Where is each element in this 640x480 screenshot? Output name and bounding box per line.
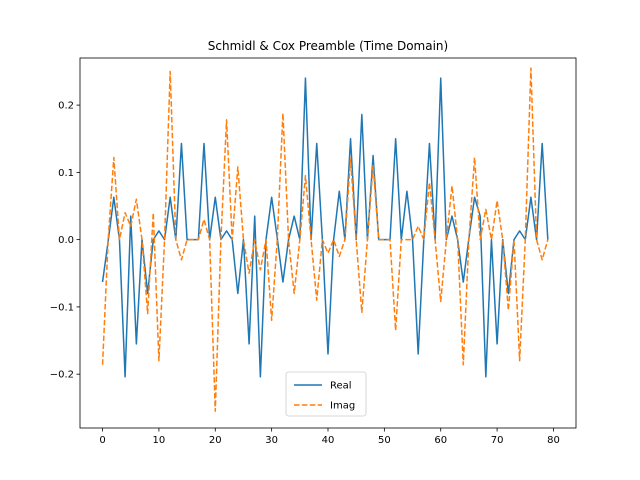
x-tick-label: 60 [434,435,447,446]
x-tick-label: 80 [547,435,560,446]
y-tick-label: −0.2 [50,370,74,381]
y-tick-label: −0.1 [50,302,74,313]
plot-frame [79,57,577,429]
x-tick-label: 70 [491,435,504,446]
x-tick-label: 0 [99,435,105,446]
series-line-real [101,77,549,378]
series-layer [101,67,549,412]
chart-title: Schmidl & Cox Preamble (Time Domain) [208,39,448,53]
y-tick-label: 0.2 [58,101,74,112]
legend: Real Imag [285,371,367,417]
x-tick-label: 40 [322,435,335,446]
legend-label-imag: Imag [330,401,355,412]
x-tick-label: 10 [153,435,166,446]
y-tick-label: 0.1 [58,168,74,179]
x-tick-label: 30 [265,435,278,446]
legend-label-real: Real [330,381,352,392]
x-tick-label: 20 [209,435,222,446]
series-line-imag [101,67,549,412]
y-tick-label: 0.0 [58,235,74,246]
x-tick-label: 50 [378,435,391,446]
plot-area [80,58,576,428]
axes-layer: 0 10 20 30 40 50 60 70 80 −0.2 −0.1 0.0 0.1 0.2 [50,101,560,446]
